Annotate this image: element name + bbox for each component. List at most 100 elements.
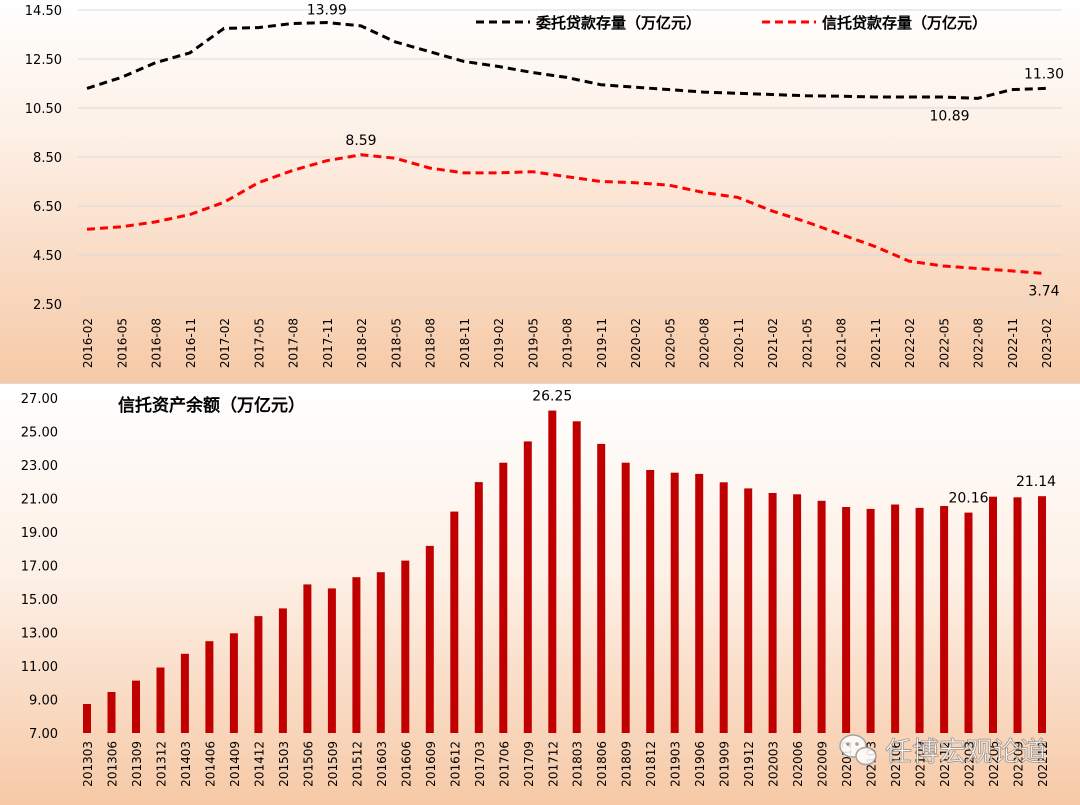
bar-chart-bars xyxy=(83,410,1046,733)
line-chart-x-tick-label: 2021-08 xyxy=(835,318,849,368)
line-chart-x-tick-label: 2018-05 xyxy=(389,318,403,368)
entrusted-loans-series-line xyxy=(86,21,1047,100)
line-chart-x-tick-label: 2020-02 xyxy=(629,318,643,368)
bar-chart-x-tick-label: 202003 xyxy=(767,741,781,787)
line-chart-x-tick-label: 2017-08 xyxy=(287,318,301,368)
bar-chart-x-axis: 201303 201306 201309 201312 201403 201406 2014… xyxy=(81,741,1050,787)
bar-chart-y-tick-label: 23.00 xyxy=(21,459,58,474)
bar-chart-x-tick-label: 201606 xyxy=(399,741,413,787)
bar xyxy=(940,506,949,733)
bar xyxy=(597,443,606,733)
bar-chart-x-tick-label: 201609 xyxy=(424,741,438,787)
bar xyxy=(842,507,851,733)
bar-chart-y-axis: 7.00 9.00 11.00 13.00 15.00 17.00 19.00 21.00 23… xyxy=(21,392,58,742)
bar xyxy=(670,472,679,733)
bar xyxy=(768,493,777,733)
bar xyxy=(891,504,900,733)
bar-chart-y-tick-label: 21.00 xyxy=(21,493,58,508)
bar xyxy=(132,680,140,733)
bar-chart-x-tick-label: 202009 xyxy=(816,741,830,787)
line-chart-x-tick-label: 2022-08 xyxy=(972,318,986,368)
line-chart-y-tick-label: 8.50 xyxy=(33,151,62,166)
line-chart-data-label: 8.59 xyxy=(345,133,376,149)
bar xyxy=(327,588,336,733)
line-chart-y-tick-label: 4.50 xyxy=(33,249,62,264)
legend-label-trust-loans: 信托贷款存量（万亿元） xyxy=(822,14,987,32)
line-chart-grid xyxy=(78,9,1062,305)
line-chart-y-tick-label: 12.50 xyxy=(25,53,62,68)
bar xyxy=(278,608,287,733)
bar-chart-x-tick-label: 201306 xyxy=(105,741,119,787)
line-chart-x-axis: 2016-02 2016-05 2016-08 2016-11 2017-02 2017-… xyxy=(81,318,1054,368)
line-chart-legend: 委托贷款存量（万亿元） 信托贷款存量（万亿元） xyxy=(476,14,987,32)
bar xyxy=(156,667,165,733)
bar xyxy=(303,584,312,733)
line-chart-x-tick-label: 2016-02 xyxy=(81,318,95,368)
line-chart-data-label: 13.99 xyxy=(307,2,347,18)
bar-chart-x-tick-label: 202212 xyxy=(1036,741,1050,787)
bar xyxy=(915,507,924,733)
bar-chart-data-label: 20.16 xyxy=(948,491,988,507)
bar-chart-x-tick-label: 201912 xyxy=(742,741,756,787)
line-chart-x-tick-label: 2019-11 xyxy=(595,318,609,368)
bar-chart-x-tick-label: 201403 xyxy=(179,741,193,787)
line-chart-x-tick-label: 2019-08 xyxy=(561,318,575,368)
bar-chart-x-tick-label: 202109 xyxy=(914,741,928,787)
line-chart-data-label: 11.30 xyxy=(1024,66,1064,82)
line-chart-x-tick-label: 2022-05 xyxy=(937,318,951,368)
bar-chart-y-tick-label: 25.00 xyxy=(21,426,58,441)
line-chart-data-labels: 13.99 10.89 11.30 8.59 3.74 xyxy=(307,2,1064,299)
bar xyxy=(695,473,704,733)
bar-chart-y-tick-label: 7.00 xyxy=(29,727,58,742)
bar xyxy=(964,512,973,733)
bar xyxy=(180,653,189,733)
bar-chart-x-tick-label: 201506 xyxy=(301,741,315,787)
bar-chart-x-tick-label: 201703 xyxy=(473,741,487,787)
bar-chart-x-tick-label: 201803 xyxy=(571,741,585,787)
line-chart-x-tick-label: 2016-11 xyxy=(184,318,198,368)
bar xyxy=(1038,496,1046,733)
bar xyxy=(352,577,361,733)
line-chart-x-tick-label: 2019-05 xyxy=(526,318,540,368)
line-chart-panel: 2.50 4.50 6.50 8.50 10.50 12.50 14.50 2016-02 2… xyxy=(0,0,1080,383)
line-chart-y-axis: 2.50 4.50 6.50 8.50 10.50 12.50 14.50 xyxy=(25,4,62,313)
watermark: 任博宏观论道 xyxy=(839,734,1047,768)
bar-chart-data-label: 26.25 xyxy=(532,389,572,405)
bar-chart-x-tick-label: 201712 xyxy=(546,741,560,787)
bar-chart-x-tick-label: 202209 xyxy=(1012,741,1026,787)
line-chart-x-tick-label: 2022-11 xyxy=(1006,318,1020,368)
bar-chart-x-tick-label: 201903 xyxy=(669,741,683,787)
bar-chart-x-tick-label: 201909 xyxy=(718,741,732,787)
line-chart-x-tick-label: 2023-02 xyxy=(1040,318,1054,368)
bar-chart-y-tick-label: 11.00 xyxy=(21,660,58,675)
watermark-text: 任博宏观论道 xyxy=(885,737,1047,768)
bar xyxy=(866,508,875,733)
bar xyxy=(425,545,434,733)
bar-chart-x-tick-label: 201509 xyxy=(326,741,340,787)
wechat-icon xyxy=(839,734,877,766)
line-chart-y-tick-label: 10.50 xyxy=(25,102,62,117)
bar xyxy=(450,511,459,733)
bar-chart-x-tick-label: 202112 xyxy=(938,741,952,787)
bar-chart-x-tick-label: 201309 xyxy=(130,741,144,787)
bar-chart-x-tick-label: 201512 xyxy=(350,741,364,787)
bar-chart-x-tick-label: 202006 xyxy=(791,741,805,787)
bar xyxy=(523,441,532,733)
bar-chart: 信托资产余额（万亿元） 7.00 9.00 11.00 13.00 15.00 17.00… xyxy=(0,383,1080,805)
bar-chart-x-tick-label: 201709 xyxy=(522,741,536,787)
line-chart-series xyxy=(86,21,1047,276)
trust-loans-series-line xyxy=(86,153,1047,276)
line-chart-y-tick-label: 6.50 xyxy=(33,200,62,215)
bar-chart-data-labels: 26.25 20.16 21.14 xyxy=(532,389,1056,507)
bar xyxy=(817,500,826,733)
line-chart-x-tick-label: 2021-11 xyxy=(869,318,883,368)
line-chart-x-tick-label: 2021-05 xyxy=(800,318,814,368)
bar xyxy=(719,482,728,733)
bar-chart-x-tick-label: 201612 xyxy=(448,741,462,787)
bar-chart-x-tick-label: 201906 xyxy=(693,741,707,787)
bar xyxy=(83,704,91,733)
bar-chart-x-tick-label: 202206 xyxy=(987,741,1001,787)
bar-chart-x-tick-label: 201603 xyxy=(375,741,389,787)
line-chart-x-tick-label: 2017-02 xyxy=(218,318,232,368)
